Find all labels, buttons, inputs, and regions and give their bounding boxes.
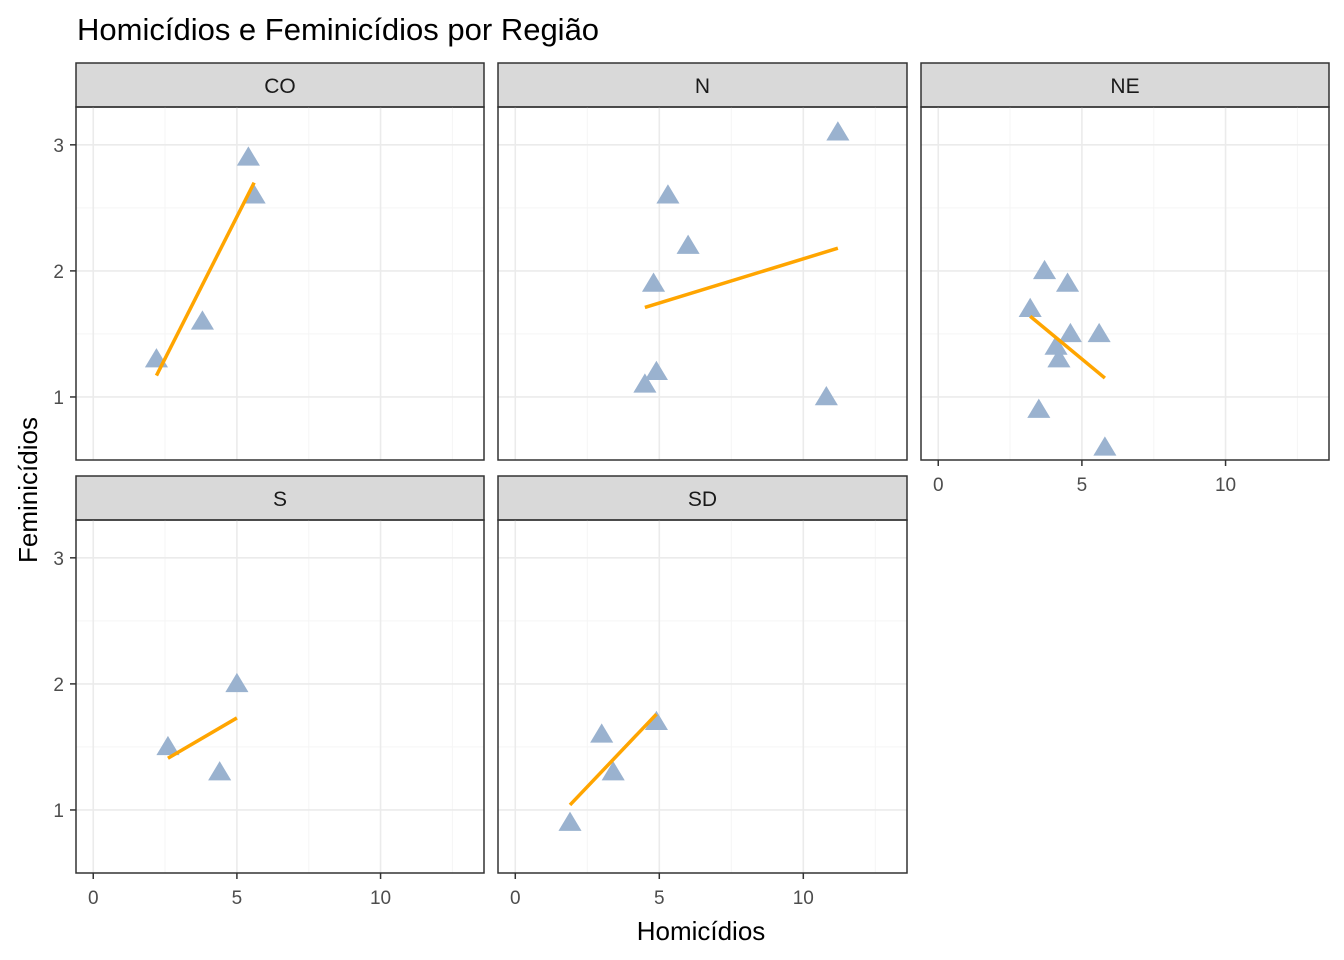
data-point: [190, 310, 214, 330]
data-point: [676, 234, 700, 254]
x-tick-label: 5: [232, 888, 243, 909]
x-axis-label: Homicídios: [637, 916, 766, 946]
data-point: [242, 184, 266, 204]
data-point: [590, 723, 614, 743]
facet-strip-label: SD: [688, 488, 717, 511]
panel-border: [497, 519, 908, 874]
trend-line: [568, 712, 658, 807]
x-tick-label: 5: [654, 888, 665, 909]
data-point: [601, 761, 625, 781]
facet-strip-label: NE: [1110, 75, 1139, 98]
trend-line: [154, 181, 256, 377]
facet-strip: [75, 475, 485, 521]
facet-strip-label: S: [273, 488, 287, 511]
y-axis-label: Feminicídios: [13, 417, 43, 563]
y-tick-label: 3: [53, 549, 64, 570]
x-tick-label: 0: [88, 888, 99, 909]
data-point: [156, 735, 180, 756]
panel-ne: NE 0 5 10: [920, 62, 1330, 496]
facet-strip-label: N: [695, 75, 710, 98]
data-point: [208, 761, 232, 781]
trend-line: [167, 716, 238, 760]
facet-strip-label: CO: [264, 75, 296, 98]
y-tick-label: 3: [53, 136, 64, 157]
data-point: [644, 710, 668, 730]
data-point: [1087, 322, 1111, 343]
y-tick-label: 1: [53, 388, 64, 409]
trend-line: [1029, 314, 1107, 380]
data-point: [1058, 322, 1082, 343]
data-point: [633, 373, 657, 393]
panel-s: S 1 2 3 0 5 10: [53, 475, 485, 909]
data-point: [814, 385, 838, 406]
panel-co: CO 1 2 3: [53, 62, 485, 461]
x-tick-label: 10: [793, 888, 814, 909]
data-point: [1027, 398, 1051, 418]
y-tick-label: 2: [53, 675, 64, 696]
panel-sd: SD 0 5 10: [497, 475, 908, 909]
data-point: [641, 272, 666, 292]
data-point: [1093, 436, 1117, 456]
facet-strip: [497, 62, 908, 108]
data-point: [656, 184, 680, 204]
panel-n: N: [497, 62, 908, 461]
y-tick-label: 1: [53, 801, 64, 822]
facet-strip: [920, 62, 1330, 108]
x-tick-label: 10: [370, 888, 391, 909]
facet-strip: [75, 62, 485, 108]
x-tick-label: 0: [510, 888, 521, 909]
data-point: [1055, 272, 1080, 292]
data-point: [1032, 259, 1057, 280]
trend-line: [644, 246, 839, 310]
data-point: [236, 146, 260, 166]
y-tick-label: 2: [53, 262, 64, 283]
panel-border: [497, 106, 908, 461]
data-point: [1044, 335, 1068, 355]
data-point: [558, 811, 582, 831]
panel-border: [920, 106, 1330, 461]
panel-border: [75, 519, 485, 874]
x-tick-label: 0: [933, 475, 944, 496]
chart-title: Homicídios e Feminicídios por Região: [77, 12, 599, 47]
data-point: [644, 360, 668, 380]
data-point: [1047, 348, 1071, 368]
x-tick-label: 5: [1077, 475, 1088, 496]
facet-panels: CO 1 2 3 N NE 0 5 10 S 1 2 3 0 5 10 SD 0 5 10: [53, 62, 1330, 909]
x-tick-label: 10: [1215, 475, 1236, 496]
data-point: [225, 672, 249, 693]
data-point: [1018, 297, 1042, 317]
panel-border: [75, 106, 485, 461]
data-point: [826, 121, 850, 141]
facet-strip: [497, 475, 908, 521]
